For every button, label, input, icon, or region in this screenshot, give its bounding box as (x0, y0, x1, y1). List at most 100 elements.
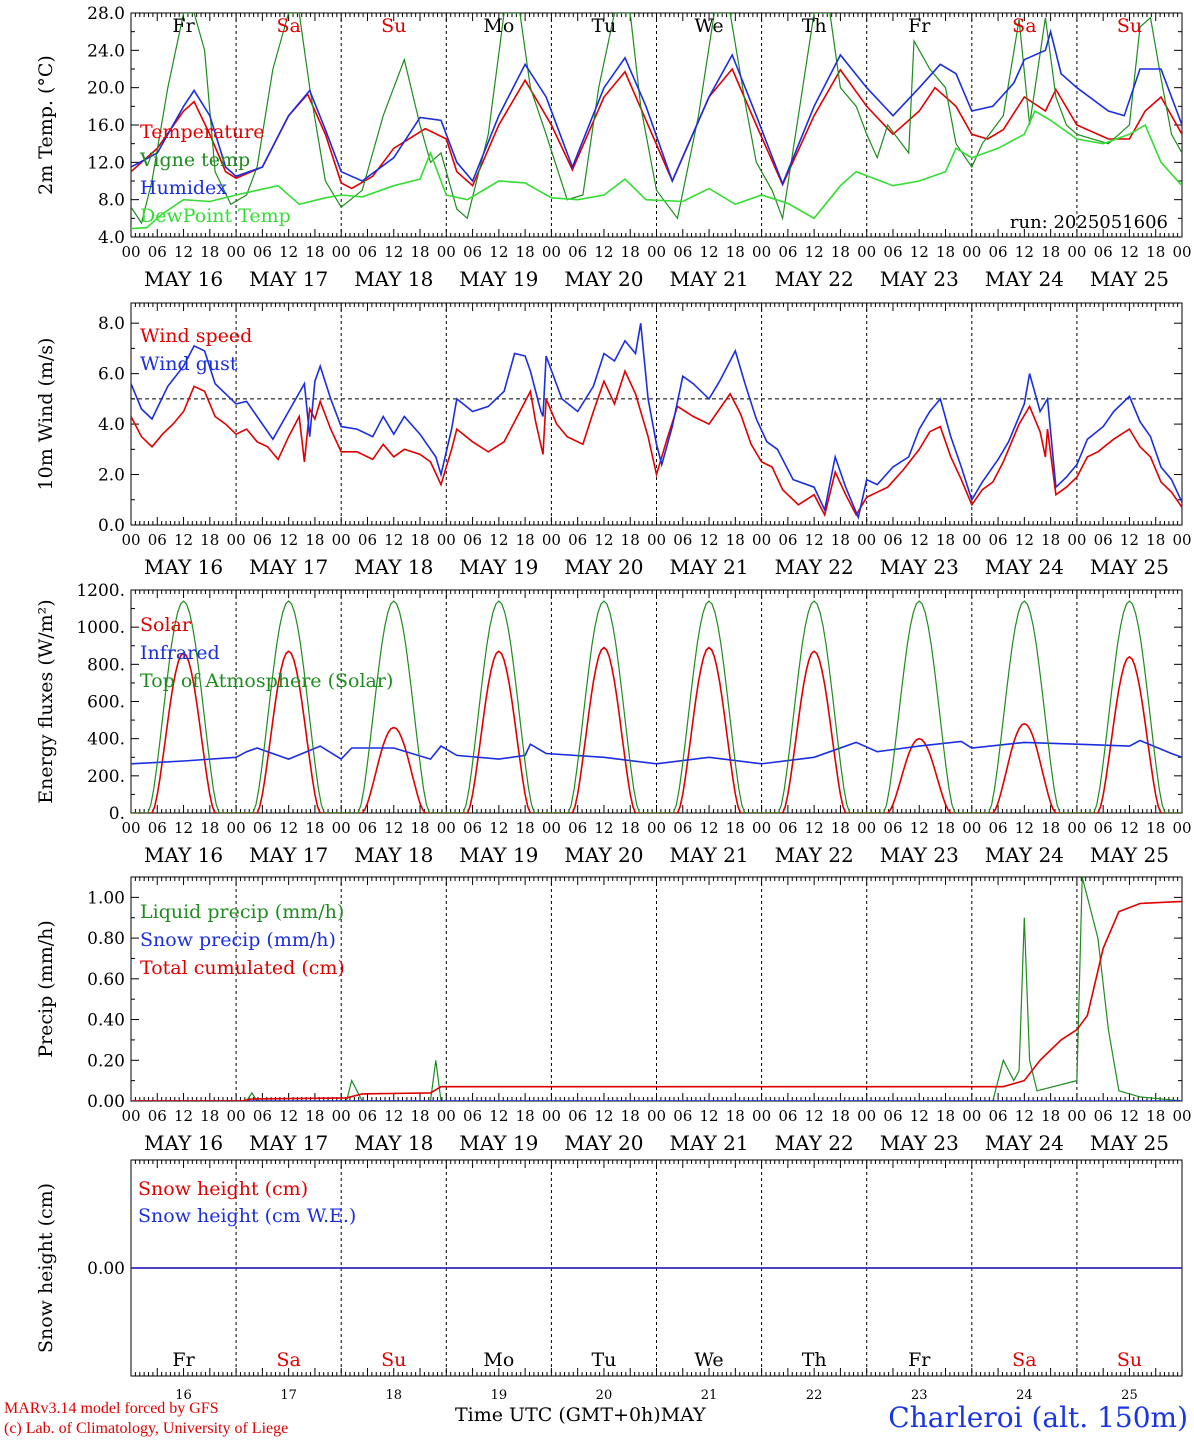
date-label: MAY 16 (144, 843, 223, 867)
day-name: Su (381, 15, 406, 37)
legend-entry: Infrared (140, 642, 220, 664)
legend-entry: Snow height (cm W.E.) (138, 1205, 356, 1227)
hour-label: 06 (778, 1107, 797, 1125)
hour-label: 00 (962, 531, 981, 549)
hour-label: 18 (410, 243, 429, 261)
hour-label: 18 (621, 243, 640, 261)
hour-label: 00 (542, 531, 561, 549)
hour-label: 06 (989, 531, 1008, 549)
legend-entry: Total cumulated (cm) (140, 957, 345, 979)
plot-frame (130, 12, 1183, 238)
hour-label: 12 (1015, 1107, 1034, 1125)
hour-label: 06 (148, 531, 167, 549)
hour-label: 12 (279, 243, 298, 261)
hour-label: 18 (936, 819, 955, 837)
hour-label: 00 (752, 819, 771, 837)
hour-label: 12 (489, 243, 508, 261)
date-label: MAY 25 (1090, 555, 1169, 579)
hour-label: 00 (332, 819, 351, 837)
y-tick-label: 0.40 (87, 1011, 125, 1031)
hour-label: 00 (542, 819, 561, 837)
hour-label: 18 (410, 1107, 429, 1125)
series-humidex (131, 28, 1182, 186)
hour-label: 00 (332, 1107, 351, 1125)
hour-label: 06 (778, 531, 797, 549)
legend-entry: Humidex (140, 177, 227, 199)
day-number: 19 (491, 1388, 508, 1403)
hour-label: 12 (1015, 531, 1034, 549)
hour-label: 00 (437, 819, 456, 837)
hour-label: 12 (805, 531, 824, 549)
hour-label: 06 (358, 531, 377, 549)
hour-label: 12 (279, 1107, 298, 1125)
y-axis-label: Snow height (cm) (35, 1183, 57, 1353)
hour-label: 00 (1067, 819, 1086, 837)
hour-label: 12 (174, 243, 193, 261)
day-name: Sa (1012, 15, 1036, 37)
y-tick-label: 0.20 (87, 1051, 125, 1071)
hour-label: 00 (437, 1107, 456, 1125)
hour-label: 18 (410, 531, 429, 549)
hour-label: 00 (1067, 1107, 1086, 1125)
legend-entry: DewPoint Temp (140, 205, 291, 227)
date-label: MAY 17 (249, 267, 328, 291)
hour-label: 00 (121, 531, 140, 549)
hour-label: 12 (384, 1107, 403, 1125)
date-label: MAY 24 (985, 1131, 1064, 1155)
series-total-cumulated-cm- (131, 900, 1182, 1101)
date-label: MAY 22 (775, 1131, 854, 1155)
location-title: Charleroi (alt. 150m) (888, 1401, 1188, 1434)
hour-label: 18 (726, 243, 745, 261)
y-axis-label: Energy fluxes (W/m²) (35, 599, 57, 803)
date-label: MAY 21 (669, 555, 748, 579)
hour-label: 12 (174, 531, 193, 549)
hour-label: 06 (1094, 243, 1113, 261)
date-label: MAY 21 (669, 267, 748, 291)
date-label: MAY 16 (144, 555, 223, 579)
plot-area (131, 600, 1182, 813)
y-tick-label: 0.00 (87, 1092, 125, 1112)
hour-label: 12 (384, 531, 403, 549)
hour-label: 18 (516, 1107, 535, 1125)
hour-label: 12 (700, 531, 719, 549)
hour-label: 18 (1041, 531, 1060, 549)
hour-label: 00 (542, 243, 561, 261)
hour-label: 18 (936, 1107, 955, 1125)
hour-label: 12 (1120, 243, 1139, 261)
hour-label: 12 (174, 819, 193, 837)
day-number: 23 (911, 1388, 928, 1403)
hour-label: 18 (410, 819, 429, 837)
hour-label: 06 (148, 1107, 167, 1125)
day-name: Fr (908, 1349, 931, 1371)
hour-label: 12 (594, 819, 613, 837)
hour-label: 18 (200, 243, 219, 261)
date-label: MAY 17 (249, 1131, 328, 1155)
legend-entry: Temperature (140, 121, 264, 143)
hour-label: 18 (305, 243, 324, 261)
date-label: MAY 17 (249, 843, 328, 867)
hour-label: 12 (1015, 243, 1034, 261)
hour-label: 06 (568, 531, 587, 549)
hour-label: 18 (621, 531, 640, 549)
hour-label: 12 (1120, 1107, 1139, 1125)
hour-label: 18 (621, 1107, 640, 1125)
hour-label: 00 (857, 243, 876, 261)
hour-label: 06 (778, 243, 797, 261)
hour-label: 12 (700, 819, 719, 837)
hour-label: 00 (332, 243, 351, 261)
y-axis-label: 2m Temp. (°C) (35, 55, 57, 195)
hour-label: 06 (463, 243, 482, 261)
hour-label: 18 (726, 1107, 745, 1125)
hour-label: 06 (1094, 1107, 1113, 1125)
series-wind-gust (131, 323, 1182, 521)
hour-label: 12 (910, 1107, 929, 1125)
date-label: MAY 24 (985, 843, 1064, 867)
hour-label: 00 (437, 243, 456, 261)
hour-label: 12 (805, 819, 824, 837)
hour-label: 06 (1094, 819, 1113, 837)
hour-label: 00 (227, 819, 246, 837)
hour-label: 06 (883, 243, 902, 261)
legend-entry: Snow precip (mm/h) (140, 929, 336, 951)
plot-frame (130, 589, 1183, 814)
